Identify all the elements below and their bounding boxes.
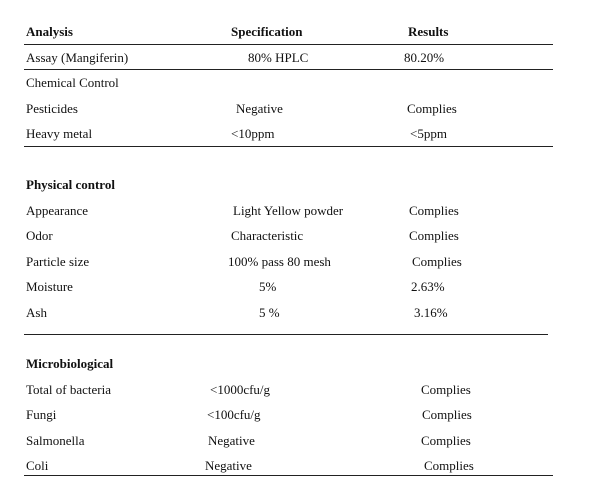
chemical-rule bbox=[24, 146, 553, 147]
micro-row-name: Fungi bbox=[26, 407, 57, 422]
micro-row-spec: <1000cfu/g bbox=[210, 382, 271, 397]
chemical-row-spec: <10ppm bbox=[231, 126, 275, 141]
micro-row-spec: <100cfu/g bbox=[207, 407, 261, 422]
micro-row-spec: Negative bbox=[205, 458, 252, 473]
chemical-row-result: Complies bbox=[407, 101, 457, 116]
chemical-row-result: <5ppm bbox=[410, 126, 447, 141]
micro-rule bbox=[24, 475, 553, 476]
microbiological-title: Microbiological bbox=[26, 356, 114, 371]
physical-row-spec: 5 % bbox=[259, 305, 280, 320]
assay-result: 80.20% bbox=[404, 50, 445, 65]
micro-row-result: Complies bbox=[421, 382, 471, 397]
physical-row-spec: Light Yellow powder bbox=[233, 203, 344, 218]
physical-row-result: 3.16% bbox=[414, 305, 448, 320]
chemical-control-title: Chemical Control bbox=[26, 75, 119, 90]
physical-row-spec: 100% pass 80 mesh bbox=[228, 254, 331, 269]
chemical-row-name: Heavy metal bbox=[26, 126, 93, 141]
micro-row-spec: Negative bbox=[208, 433, 255, 448]
physical-row-spec: 5% bbox=[259, 279, 277, 294]
physical-row-result: Complies bbox=[409, 203, 459, 218]
results-column-header: Results bbox=[408, 24, 449, 39]
assay-rule bbox=[24, 69, 553, 70]
assay-name: Assay (Mangiferin) bbox=[26, 50, 129, 65]
physical-row-spec: Characteristic bbox=[231, 228, 304, 243]
physical-row-result: Complies bbox=[412, 254, 462, 269]
physical-row-result: Complies bbox=[409, 228, 459, 243]
physical-row-name: Ash bbox=[26, 305, 47, 320]
chemical-row-name: Pesticides bbox=[26, 101, 78, 116]
micro-row-result: Complies bbox=[424, 458, 474, 473]
physical-row-name: Odor bbox=[26, 228, 53, 243]
specification-column-header: Specification bbox=[231, 24, 303, 39]
micro-row-result: Complies bbox=[422, 407, 472, 422]
micro-row-name: Salmonella bbox=[26, 433, 85, 448]
physical-row-result: 2.63% bbox=[411, 279, 445, 294]
physical-row-name: Particle size bbox=[26, 254, 90, 269]
chemical-row-spec: Negative bbox=[236, 101, 283, 116]
assay-spec: 80% HPLC bbox=[248, 50, 309, 65]
physical-row-name: Appearance bbox=[26, 203, 89, 218]
analysis-column-header: Analysis bbox=[26, 24, 73, 39]
micro-row-result: Complies bbox=[421, 433, 471, 448]
physical-row-name: Moisture bbox=[26, 279, 73, 294]
micro-row-name: Total of bacteria bbox=[26, 382, 111, 397]
physical-control-title: Physical control bbox=[26, 177, 115, 192]
header-rule bbox=[24, 44, 553, 45]
micro-row-name: Coli bbox=[26, 458, 49, 473]
physical-rule bbox=[24, 334, 548, 335]
